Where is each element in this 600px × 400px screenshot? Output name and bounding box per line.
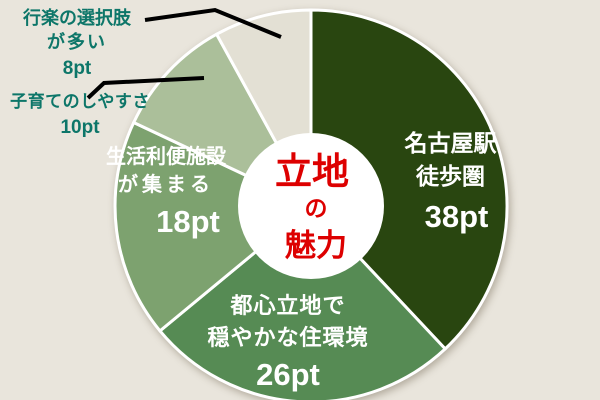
segment-name-line: 穏やかな住環境 — [207, 324, 369, 350]
callout-line-leisure — [144, 7, 282, 39]
donut-center-circle — [238, 133, 384, 279]
segment-name-line: 生活利便施設 — [106, 146, 226, 168]
segment-label-child-raising: 子育てのしやすさ 10pt — [0, 91, 160, 141]
segment-label-convenience: 生活利便施設 が集まる 18pt — [96, 143, 236, 240]
pie-segment-convenience — [113, 121, 313, 333]
segment-name-line: が集まる — [118, 174, 214, 196]
pie-wedges — [113, 8, 509, 400]
chart-title-line: 立地 — [275, 149, 349, 193]
pie-group — [113, 8, 509, 400]
segment-name-line: 名古屋駅 — [404, 130, 497, 156]
chart-title-line: の — [304, 194, 328, 222]
segment-label-nagoya-station: 名古屋駅 徒歩圏 38pt — [378, 127, 523, 234]
segment-label-calm-urban: 都心立地で 穏やかな住環境 26pt — [163, 290, 413, 392]
segment-value: 18pt — [156, 204, 220, 239]
segment-value: 10pt — [60, 116, 100, 138]
chart-title-line: 魅力 — [285, 228, 347, 265]
pie-segment-calm-urban — [158, 204, 447, 400]
segment-label-leisure: 行楽の選択肢 が多い 8pt — [8, 6, 146, 81]
segment-name-line: 子育てのしやすさ — [10, 92, 150, 111]
segment-name-line: が多い — [47, 32, 107, 53]
segment-value: 26pt — [256, 356, 320, 392]
callout-line-child-raising — [86, 76, 205, 100]
segment-name-line: 徒歩圏 — [416, 163, 485, 190]
segment-value: 8pt — [62, 57, 92, 79]
segment-name-line: 都心立地で — [230, 293, 346, 318]
chart-center-title: 立地 の 魅力 — [236, 151, 388, 266]
segment-value: 38pt — [424, 198, 489, 234]
segment-name-line: 行楽の選択肢 — [23, 8, 131, 28]
pie-segment-nagoya-station — [309, 8, 509, 351]
